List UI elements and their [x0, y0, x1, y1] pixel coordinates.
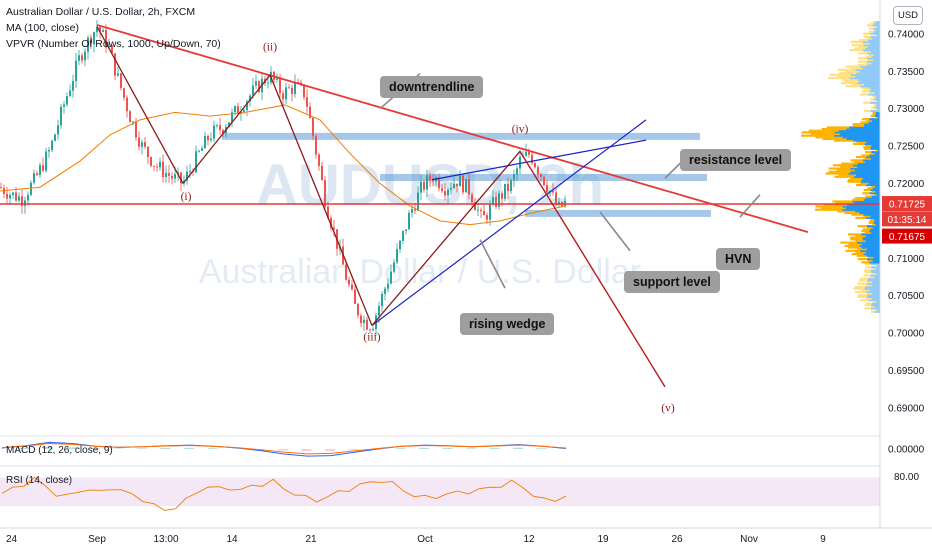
time-tick-7: 19	[597, 534, 609, 545]
time-tick-8: 26	[671, 534, 683, 545]
price-tick-6: 0.71000	[888, 254, 925, 265]
volume-profile	[801, 21, 880, 313]
macd-pane	[0, 435, 880, 457]
rsi-label[interactable]: RSI (14, close)	[6, 475, 73, 486]
price-tick-3: 0.72500	[888, 142, 925, 153]
wave-label-4: (v)	[661, 403, 675, 415]
downtrend-line	[96, 24, 809, 233]
price-badge-bg-2	[882, 228, 932, 244]
rsi-pane	[0, 465, 880, 511]
price-badge-bg-0	[882, 196, 932, 212]
price-badge-2: 0.71675	[889, 232, 926, 243]
ma-indicator-label[interactable]: MA (100, close)	[6, 22, 79, 34]
wave-label-3: (iv)	[512, 124, 529, 136]
price-badge-bg-1	[882, 211, 932, 227]
time-tick-2: 13:00	[153, 534, 178, 545]
price-candles	[0, 19, 566, 336]
wave-label-0: (i)	[181, 191, 192, 203]
ma-line	[0, 104, 567, 226]
price-tick-9: 0.69500	[888, 366, 925, 377]
rsi-band	[0, 477, 880, 507]
wave-segment-3	[371, 150, 521, 326]
callout-pointer-4	[479, 239, 506, 289]
price-tick-7: 0.70500	[888, 291, 925, 302]
zone-0	[222, 132, 700, 140]
callout-rising-wedge[interactable]: rising wedge	[460, 313, 555, 335]
watermark-name: Australian Dollar / U.S. Dollar	[199, 253, 641, 291]
callout-resistance-level[interactable]: resistance level	[680, 149, 792, 171]
callout-support-level[interactable]: support level	[624, 271, 720, 293]
rsi-line	[1, 476, 567, 511]
time-tick-9: Nov	[740, 534, 758, 545]
signal-line	[1, 442, 567, 455]
time-tick-0: 24	[6, 534, 18, 545]
wedge-line-0	[371, 119, 647, 327]
price-badge-0: 0.71725	[889, 200, 926, 211]
time-tick-3: 14	[226, 534, 238, 545]
rsi-tick: 80.00	[894, 472, 919, 483]
wave-label-1: (ii)	[263, 41, 277, 53]
time-tick-5: Oct	[417, 534, 433, 545]
wave-segment-0	[96, 26, 184, 184]
price-tick-8: 0.70000	[888, 329, 925, 340]
price-badge-1: 01:35:14	[888, 215, 927, 226]
time-tick-4: 21	[305, 534, 317, 545]
price-tick-10: 0.69000	[888, 403, 925, 414]
zone-2	[525, 209, 711, 217]
time-tick-1: Sep	[88, 534, 106, 545]
time-tick-10: 9	[820, 534, 826, 545]
wave-label-2: (iii)	[363, 332, 380, 344]
price-axis-bg	[880, 0, 932, 550]
callout-downtrendline[interactable]: downtrendline	[380, 76, 484, 98]
time-tick-6: 12	[523, 534, 535, 545]
callout-pointer-3	[739, 194, 761, 218]
chart-symbol-title: Australian Dollar / U.S. Dollar, 2h, FXC…	[6, 6, 196, 18]
macd-label[interactable]: MACD (12, 26, close, 9)	[6, 445, 113, 456]
callout-hvn[interactable]: HVN	[716, 248, 761, 270]
price-tick-1: 0.73500	[888, 67, 925, 78]
price-tick-0: 0.74000	[888, 29, 925, 40]
price-tick-2: 0.73000	[888, 104, 925, 115]
wave-segment-1	[182, 74, 271, 184]
currency-button[interactable]: USD	[893, 6, 923, 25]
wedge-line-1	[431, 139, 647, 181]
macd-tick: 0.00000	[888, 445, 925, 456]
price-tick-4: 0.72000	[888, 179, 925, 190]
wave-segment-4	[519, 150, 666, 388]
vpvr-indicator-label[interactable]: VPVR (Number Of Rows, 1000, Up/Down, 70)	[6, 38, 221, 50]
callout-pointer-2	[599, 211, 631, 252]
wave-segment-2	[269, 74, 373, 326]
